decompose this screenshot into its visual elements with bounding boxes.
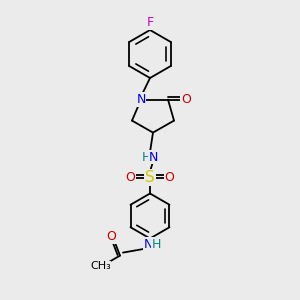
Text: S: S bbox=[145, 170, 155, 185]
Text: N: N bbox=[144, 238, 153, 251]
Text: N: N bbox=[149, 151, 158, 164]
Text: O: O bbox=[126, 171, 135, 184]
Text: O: O bbox=[165, 171, 174, 184]
Text: H: H bbox=[142, 151, 151, 164]
Text: F: F bbox=[146, 16, 154, 29]
Text: O: O bbox=[106, 230, 116, 244]
Text: O: O bbox=[181, 93, 191, 106]
Text: N: N bbox=[136, 93, 146, 106]
Text: H: H bbox=[152, 238, 161, 251]
Text: CH₃: CH₃ bbox=[90, 261, 111, 272]
